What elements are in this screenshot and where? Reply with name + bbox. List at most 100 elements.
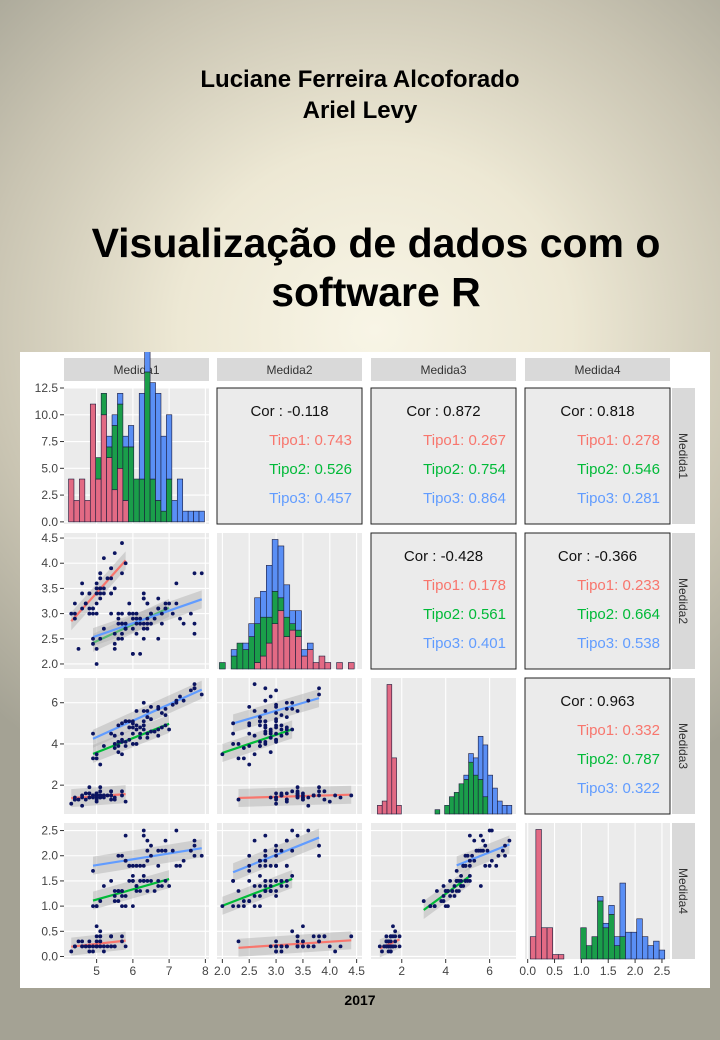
data-point-tipo3 — [192, 843, 197, 848]
histogram-bar-tipo3 — [160, 435, 167, 512]
data-point-tipo3 — [467, 833, 472, 838]
data-point-tipo1 — [109, 797, 114, 802]
data-point-tipo2 — [120, 752, 124, 757]
data-point-tipo1 — [91, 606, 95, 611]
y-tick-label-medida1: 5.0 — [41, 461, 58, 475]
strip-top-medida1 — [64, 358, 209, 381]
correlation-overall: Cor : -0.366 — [558, 548, 637, 565]
data-point-tipo1 — [268, 944, 273, 949]
data-point-tipo1 — [72, 616, 77, 621]
data-point-tipo1 — [112, 944, 117, 949]
data-point-tipo1 — [306, 944, 311, 949]
data-point-tipo1 — [72, 797, 77, 802]
data-point-tipo2 — [91, 904, 95, 909]
data-point-tipo3 — [163, 848, 168, 853]
data-point-tipo1 — [393, 929, 398, 934]
data-point-tipo3 — [138, 725, 143, 730]
data-point-tipo2 — [145, 616, 150, 621]
data-point-tipo2 — [141, 636, 146, 641]
data-point-tipo2 — [145, 879, 150, 883]
data-point-tipo2 — [109, 611, 114, 616]
data-point-tipo3 — [463, 853, 468, 858]
data-point-tipo2 — [134, 727, 139, 732]
data-point-tipo2 — [268, 750, 273, 755]
strip-label-right-medida2: Medida2 — [676, 578, 690, 624]
data-point-tipo2 — [284, 725, 289, 730]
strip-right-medida2 — [672, 533, 695, 669]
data-point-tipo2 — [445, 904, 450, 909]
correlation-tipo1: Tipo1: 0.743 — [269, 432, 352, 449]
histogram-bar-tipo3 — [166, 414, 173, 480]
data-point-tipo2 — [279, 727, 284, 732]
strip-label-right-medida4: Medida4 — [676, 868, 690, 914]
data-point-tipo1 — [391, 924, 395, 929]
data-point-tipo3 — [120, 636, 124, 641]
data-point-tipo2 — [112, 631, 117, 636]
data-point-tipo3 — [134, 709, 139, 713]
histogram-bar-tipo1 — [283, 636, 291, 670]
data-point-tipo1 — [109, 591, 114, 596]
data-point-tipo1 — [109, 934, 114, 939]
data-point-tipo1 — [333, 793, 338, 798]
correlation-panel — [370, 532, 517, 670]
data-point-tipo3 — [481, 838, 485, 843]
data-point-tipo2 — [109, 879, 114, 883]
data-point-tipo1 — [98, 944, 103, 949]
histogram-bar-tipo3 — [473, 757, 479, 776]
histogram-bar-tipo3 — [636, 918, 643, 960]
data-point-tipo1 — [76, 939, 81, 944]
data-point-tipo2 — [112, 646, 117, 651]
data-point-tipo1 — [105, 576, 110, 581]
data-point-tipo3 — [178, 616, 182, 621]
data-point-tipo3 — [268, 863, 273, 868]
data-point-tipo1 — [98, 789, 103, 794]
data-point-tipo3 — [503, 843, 507, 848]
data-point-tipo1 — [123, 561, 128, 566]
data-point-tipo3 — [134, 723, 139, 728]
data-point-tipo1 — [384, 934, 389, 939]
data-point-tipo2 — [98, 762, 103, 767]
correlation-overall: Cor : 0.872 — [406, 403, 480, 420]
histogram-bar-tipo2 — [219, 662, 226, 670]
data-point-tipo2 — [145, 731, 150, 736]
data-point-tipo1 — [384, 944, 389, 949]
histogram-bar-tipo2 — [614, 945, 621, 960]
histogram-bar-tipo3 — [106, 435, 113, 448]
data-point-tipo2 — [116, 636, 121, 641]
y-tick-label-medida4: 2.0 — [41, 849, 58, 863]
data-point-tipo3 — [149, 717, 153, 722]
smooth-line-tipo3 — [92, 688, 203, 740]
y-tick-label-medida3: 6 — [51, 696, 58, 710]
data-point-tipo3 — [145, 848, 150, 853]
histogram-bar-tipo3 — [193, 510, 200, 523]
data-point-tipo1 — [301, 791, 305, 796]
data-point-tipo3 — [503, 853, 507, 858]
data-point-tipo2 — [120, 894, 124, 898]
data-point-tipo3 — [295, 833, 300, 838]
histogram-bar-tipo3 — [295, 610, 302, 631]
data-point-tipo2 — [421, 899, 426, 903]
data-point-tipo3 — [170, 702, 175, 707]
data-point-tipo2 — [156, 606, 161, 611]
data-point-tipo3 — [192, 838, 197, 843]
data-point-tipo2 — [241, 904, 246, 909]
histogram-bar-tipo1 — [254, 662, 261, 670]
histogram-bar-tipo3 — [128, 425, 135, 448]
data-point-tipo1 — [94, 611, 99, 616]
x-tick-label-medida1: 7 — [166, 964, 173, 978]
data-point-tipo3 — [192, 631, 197, 636]
data-point-tipo1 — [94, 944, 99, 949]
data-point-tipo1 — [123, 799, 128, 804]
data-point-tipo3 — [454, 868, 459, 873]
x-tick-label-medida2: 4.0 — [321, 964, 338, 978]
data-point-tipo1 — [91, 611, 95, 616]
histogram-bar-tipo2 — [106, 446, 113, 458]
data-point-tipo1 — [94, 581, 99, 586]
histogram-bar-tipo2 — [473, 774, 479, 815]
data-point-tipo2 — [101, 744, 106, 748]
data-point-tipo3 — [141, 709, 146, 713]
data-point-tipo2 — [284, 884, 289, 888]
histogram-bar-tipo1 — [557, 954, 565, 960]
data-point-tipo3 — [247, 721, 252, 726]
data-point-tipo1 — [98, 785, 103, 790]
